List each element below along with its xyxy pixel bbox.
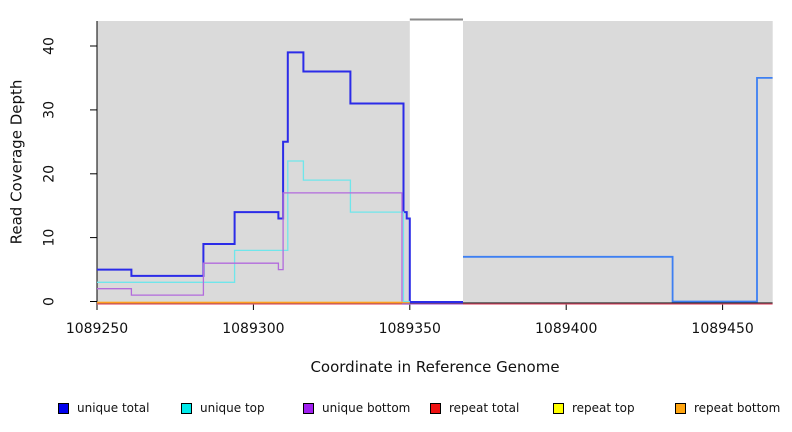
x-tick-label: 1089350 xyxy=(379,321,441,337)
series-right_region xyxy=(463,77,773,303)
plot-background-region xyxy=(97,21,410,303)
x-tick-label: 1089300 xyxy=(222,321,284,337)
y-tick-label: 0 xyxy=(42,297,58,306)
y-tick-label: 20 xyxy=(42,165,58,183)
y-tick-label: 30 xyxy=(42,101,58,119)
series-unique_top xyxy=(97,160,410,303)
series-unique_bottom xyxy=(97,192,403,302)
x-tick-label: 1089400 xyxy=(535,321,597,337)
y-tick-label: 40 xyxy=(42,37,58,55)
x-axis-title: Coordinate in Reference Genome xyxy=(310,358,559,376)
x-tick-label: 1089250 xyxy=(66,321,128,337)
y-axis-title: Read Coverage Depth xyxy=(7,80,25,245)
x-tick-label: 1089450 xyxy=(691,321,753,337)
series-unique_total xyxy=(97,51,411,302)
plot-dynamic-layer: 0 10 20 30 40 1089250 1089300 1089350 1089400 108… xyxy=(42,18,773,337)
plot-background-region xyxy=(463,21,773,303)
y-tick-label: 10 xyxy=(42,229,58,247)
